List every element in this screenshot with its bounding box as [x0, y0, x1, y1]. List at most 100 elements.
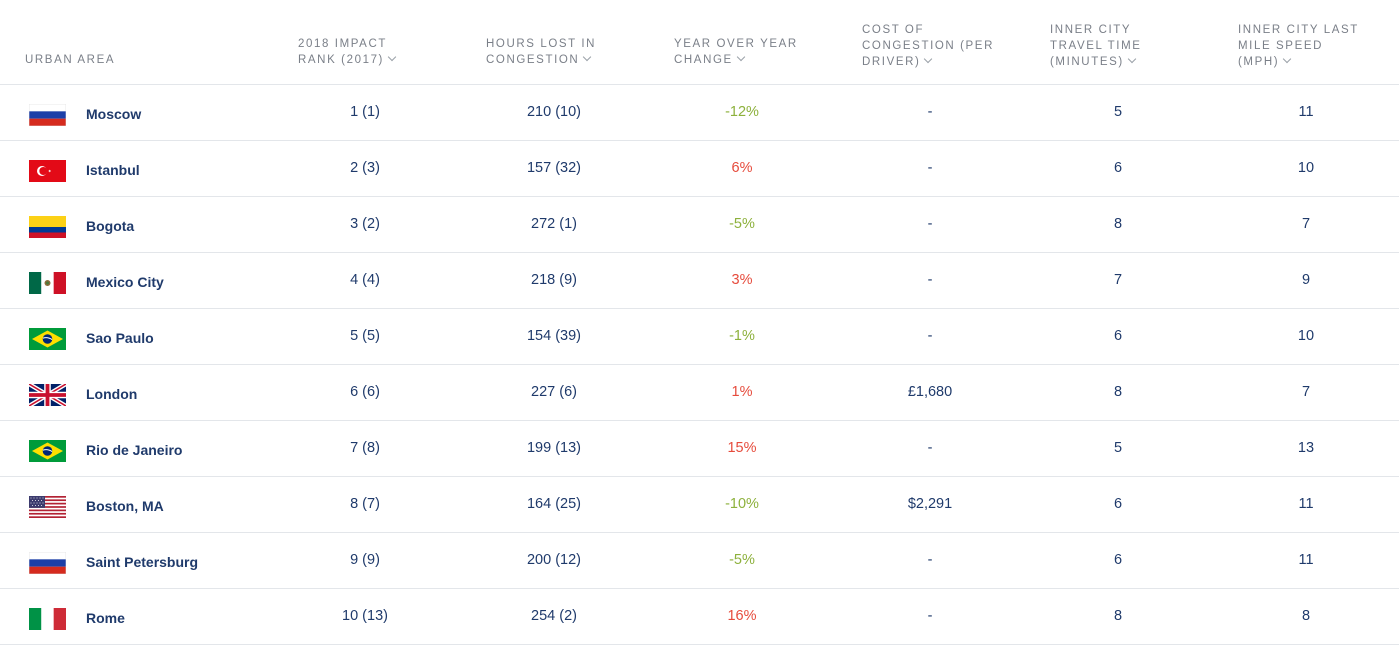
cell-rank: 6 (6)	[350, 384, 380, 400]
header-urban-area: URBAN AREA	[25, 54, 116, 66]
chevron-down-icon	[736, 52, 746, 62]
cell-hours: 200 (12)	[526, 552, 581, 568]
cell-rank: 7 (8)	[350, 440, 380, 456]
chevron-down-icon	[1127, 54, 1137, 64]
city-name: Sao Paulo	[86, 330, 154, 346]
city-name: Mexico City	[86, 274, 164, 290]
cell-travel: 6	[1113, 496, 1123, 512]
cell-rank: 3 (2)	[350, 216, 380, 232]
city-name: Moscow	[86, 106, 142, 122]
city-name: Rome	[86, 610, 125, 626]
cell-yoy: 3%	[731, 272, 753, 288]
table-row: Saint Petersburg 9 (9) 200 (12) -5% - 6 11	[0, 533, 1399, 589]
table-row: Mexico City 4 (4) 218 (9) 3% - 7 9	[0, 253, 1399, 309]
russia-flag-icon	[29, 104, 66, 126]
mexico-flag-icon	[29, 272, 66, 294]
chevron-down-icon	[924, 54, 933, 64]
cell-yoy: -10%	[725, 496, 759, 512]
city-name: Rio de Janeiro	[86, 442, 183, 458]
chevron-down-icon	[583, 52, 592, 62]
cell-hours: 164 (25)	[526, 496, 581, 512]
header-hours-lost[interactable]: HOURS LOST IN CONGESTION	[486, 38, 597, 66]
table-row: Istanbul 2 (3) 157 (32) 6% - 6 10	[0, 141, 1399, 197]
table-row: London 6 (6) 227 (6) 1% £1,680 8 7	[0, 365, 1399, 421]
cell-hours: 157 (32)	[526, 160, 581, 176]
cell-yoy: 15%	[727, 440, 757, 456]
cell-yoy: 6%	[731, 160, 753, 176]
header-cost[interactable]: COST OF CONGESTION (PER DRIVER)	[862, 24, 994, 68]
cell-travel: 6	[1113, 328, 1123, 344]
cell-hours: 210 (10)	[526, 104, 581, 120]
cell-yoy: -12%	[725, 104, 759, 120]
table-row: Boston, MA 8 (7) 164 (25) -10% $2,291 6 11	[0, 477, 1399, 533]
cell-rank: 8 (7)	[350, 496, 380, 512]
cell-speed: 10	[1297, 328, 1315, 344]
header-yoy-change[interactable]: YEAR OVER YEAR CHANGE	[674, 38, 798, 66]
cell-rank: 10 (13)	[342, 608, 388, 624]
cell-speed: 7	[1301, 216, 1311, 232]
brazil-flag-icon	[29, 328, 66, 350]
city-name: London	[86, 386, 138, 402]
colombia-flag-icon	[29, 216, 66, 238]
city-name: Boston, MA	[86, 498, 164, 514]
italy-flag-icon	[29, 608, 66, 630]
cell-speed: 9	[1301, 272, 1311, 288]
cell-cost: -	[927, 552, 933, 568]
table-row: Moscow 1 (1) 210 (10) -12% - 5 11	[0, 85, 1399, 141]
turkey-flag-icon	[29, 160, 66, 182]
cell-speed: 11	[1298, 552, 1314, 568]
cell-travel: 8	[1113, 216, 1123, 232]
header-impact-rank[interactable]: 2018 IMPACT RANK (2017)	[298, 36, 397, 68]
header-speed[interactable]: INNER CITY LAST MILE SPEED (MPH)	[1238, 24, 1359, 68]
cell-hours: 199 (13)	[526, 440, 581, 456]
city-name: Bogota	[86, 218, 135, 234]
cell-cost: -	[927, 328, 933, 344]
cell-yoy: -1%	[729, 328, 755, 344]
cell-yoy: -5%	[729, 216, 755, 232]
cell-cost: £1,680	[907, 384, 953, 400]
cell-hours: 254 (2)	[531, 608, 577, 624]
cell-yoy: 1%	[731, 384, 753, 400]
cell-travel: 8	[1113, 384, 1123, 400]
cell-cost: -	[927, 440, 933, 456]
cell-travel: 5	[1113, 104, 1123, 120]
cell-rank: 5 (5)	[350, 328, 380, 344]
cell-hours: 227 (6)	[531, 384, 577, 400]
cell-speed: 7	[1301, 384, 1311, 400]
cell-yoy: 16%	[727, 608, 757, 624]
chevron-down-icon	[387, 52, 397, 62]
cell-rank: 1 (1)	[350, 104, 380, 120]
cell-speed: 8	[1301, 608, 1311, 624]
cell-cost: -	[927, 272, 933, 288]
cell-speed: 10	[1297, 160, 1315, 176]
cell-travel: 6	[1113, 552, 1123, 568]
cell-cost: -	[927, 608, 933, 624]
cell-speed: 13	[1297, 440, 1315, 456]
header-travel-time[interactable]: INNER CITY TRAVEL TIME (MINUTES)	[1050, 24, 1142, 68]
table-row: Rome 10 (13) 254 (2) 16% - 8 8	[0, 589, 1399, 645]
table-row: Bogota 3 (2) 272 (1) -5% - 8 7	[0, 197, 1399, 253]
cell-cost: -	[927, 160, 933, 176]
brazil-flag-icon	[29, 440, 66, 462]
cell-rank: 9 (9)	[350, 552, 380, 568]
chevron-down-icon	[1282, 54, 1292, 64]
table-body: Moscow 1 (1) 210 (10) -12% - 5 11 Istanbul 2 (3)…	[0, 85, 1399, 645]
cell-hours: 154 (39)	[526, 328, 581, 344]
cell-cost: -	[927, 216, 933, 232]
table-row: Sao Paulo 5 (5) 154 (39) -1% - 6 10	[0, 309, 1399, 365]
cell-cost: $2,291	[907, 496, 953, 512]
table-header: URBAN AREA 2018 IMPACT RANK (2017) HOURS…	[0, 0, 1399, 85]
cell-travel: 7	[1113, 272, 1123, 288]
cell-speed: 11	[1298, 104, 1314, 120]
city-name: Saint Petersburg	[86, 554, 199, 570]
cell-cost: -	[927, 104, 933, 120]
cell-speed: 11	[1298, 496, 1314, 512]
cell-travel: 5	[1113, 440, 1123, 456]
cell-yoy: -5%	[729, 552, 755, 568]
cell-travel: 8	[1113, 608, 1123, 624]
cell-rank: 4 (4)	[350, 272, 380, 288]
table-row: Rio de Janeiro 7 (8) 199 (13) 15% - 5 13	[0, 421, 1399, 477]
russia-flag-icon	[29, 552, 66, 574]
city-name: Istanbul	[86, 162, 140, 178]
